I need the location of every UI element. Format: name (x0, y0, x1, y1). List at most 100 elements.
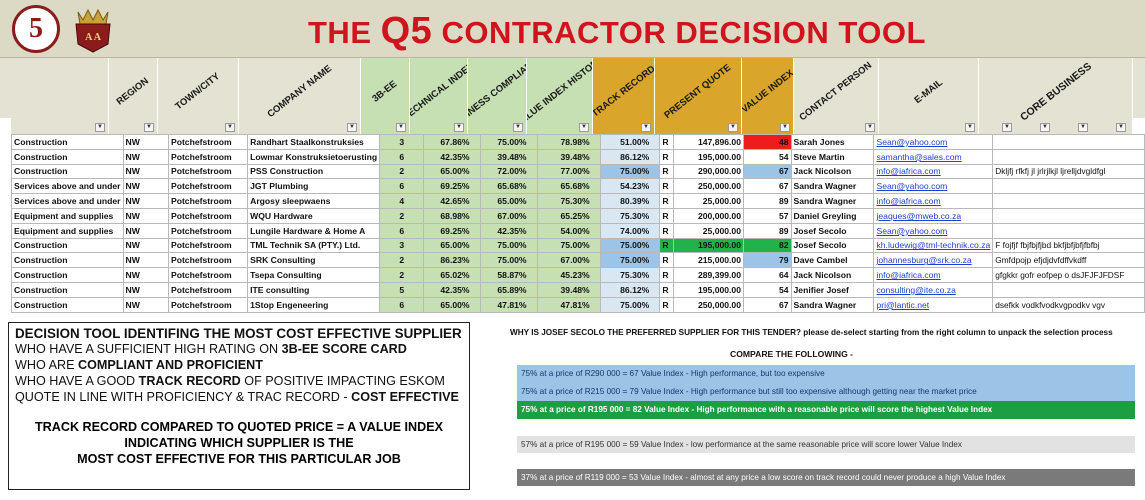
filter-active-icon[interactable]: ▼ (225, 123, 235, 132)
cell-company[interactable]: WQU Hardware (247, 207, 381, 224)
cell-biz[interactable]: 75.00% (479, 237, 538, 254)
cell-biz[interactable]: 39.48% (479, 148, 538, 165)
cell-track[interactable]: 80.39% (599, 193, 661, 209)
cell-email[interactable]: johannesburg@srk.co.za (873, 252, 994, 269)
cell-quote[interactable]: 200,000.00 (672, 207, 744, 224)
cell-bee[interactable]: 2 (379, 207, 425, 224)
cell-region[interactable]: NW (122, 134, 169, 150)
cell-vi[interactable]: 89 (742, 193, 792, 209)
cell-town[interactable]: Potchefstroom (167, 134, 249, 150)
cell-biz[interactable]: 75.00% (479, 252, 538, 269)
cell-bee[interactable]: 4 (379, 193, 425, 209)
cell-category[interactable]: Construction (11, 237, 124, 254)
cell-vi[interactable]: 67 (742, 163, 792, 180)
cell-tech[interactable]: 67.86% (423, 134, 481, 150)
cell-track[interactable]: 51.00% (599, 134, 661, 150)
cell-bee[interactable]: 6 (379, 148, 425, 165)
cell-biz[interactable]: 75.00% (479, 134, 538, 150)
cell-core[interactable] (992, 148, 1145, 165)
cell-email[interactable]: jeaques@mweb.co.za (873, 207, 994, 224)
cell-tech[interactable]: 65.00% (423, 237, 481, 254)
cell-quote[interactable]: 25,000.00 (672, 193, 744, 209)
cell-company[interactable]: Lungile Hardware & Home A (247, 222, 381, 239)
cell-contact[interactable]: Sarah Jones (790, 134, 875, 150)
cell-company[interactable]: Tsepa Consulting (247, 267, 381, 283)
cell-track[interactable]: 86.12% (599, 281, 661, 298)
cell-category[interactable]: Equipment and supplies (11, 222, 124, 239)
cell-category[interactable]: Construction (11, 134, 124, 150)
cell-category[interactable]: Construction (11, 281, 124, 298)
cell-category[interactable]: Construction (11, 267, 124, 283)
cell-contact[interactable]: Josef Secolo (790, 237, 875, 254)
cell-quote[interactable]: 195,000.00 (672, 148, 744, 165)
cell-tech[interactable]: 86.23% (423, 252, 481, 269)
cell-contact[interactable]: Sandra Wagner (790, 296, 875, 313)
cell-track[interactable]: 86.12% (599, 148, 661, 165)
cell-category[interactable]: Construction (11, 252, 124, 269)
cell-company[interactable]: ITE consulting (247, 281, 381, 298)
cell-company[interactable]: PSS Construction (247, 163, 381, 180)
cell-vih[interactable]: 65.68% (536, 178, 601, 195)
cell-vih[interactable]: 75.30% (536, 193, 601, 209)
cell-biz[interactable]: 58.87% (479, 267, 538, 283)
cell-email[interactable]: kh.ludewig@tml-technik.co.za (873, 237, 994, 254)
cell-bee[interactable]: 5 (379, 281, 425, 298)
cell-biz[interactable]: 72.00% (479, 163, 538, 180)
cell-town[interactable]: Potchefstroom (167, 207, 249, 224)
cell-company[interactable]: 1Stop Engeneering (247, 296, 381, 313)
cell-track[interactable]: 75.30% (599, 267, 661, 283)
cell-category[interactable]: Equipment and supplies (11, 207, 124, 224)
cell-town[interactable]: Potchefstroom (167, 163, 249, 180)
cell-contact[interactable]: Jenifier Josef (790, 281, 875, 298)
cell-track[interactable]: 54.23% (599, 178, 661, 195)
cell-cur[interactable]: R (659, 148, 674, 165)
cell-core[interactable] (992, 222, 1145, 239)
cell-region[interactable]: NW (122, 222, 169, 239)
cell-region[interactable]: NW (122, 296, 169, 313)
cell-core[interactable] (992, 178, 1145, 195)
cell-quote[interactable]: 250,000.00 (672, 296, 744, 313)
filter-dropdown-icon[interactable]: ▼ (1078, 123, 1088, 132)
cell-quote[interactable]: 195,000.00 (672, 281, 744, 298)
cell-biz[interactable]: 42.35% (479, 222, 538, 239)
cell-vi[interactable]: 54 (742, 281, 792, 298)
cell-biz[interactable]: 67.00% (479, 207, 538, 224)
cell-quote[interactable]: 25,000.00 (672, 222, 744, 239)
cell-town[interactable]: Potchefstroom (167, 267, 249, 283)
cell-cur[interactable]: R (659, 178, 674, 195)
cell-vih[interactable]: 75.00% (536, 237, 601, 254)
cell-core[interactable] (992, 193, 1145, 209)
cell-cur[interactable]: R (659, 193, 674, 209)
cell-email[interactable]: info@iafrica.com (873, 267, 994, 283)
cell-contact[interactable]: Jack Nicolson (790, 267, 875, 283)
cell-town[interactable]: Potchefstroom (167, 178, 249, 195)
cell-contact[interactable]: Jack Nicolson (790, 163, 875, 180)
cell-email[interactable]: consulting@ite.co.za (873, 281, 994, 298)
cell-tech[interactable]: 69.25% (423, 178, 481, 195)
cell-tech[interactable]: 65.00% (423, 296, 481, 313)
cell-category[interactable]: Construction (11, 296, 124, 313)
cell-company[interactable]: Randhart Staalkonstruksies (247, 134, 381, 150)
cell-vi[interactable]: 67 (742, 178, 792, 195)
cell-vi[interactable]: 79 (742, 252, 792, 269)
cell-town[interactable]: Potchefstroom (167, 222, 249, 239)
cell-tech[interactable]: 65.00% (423, 163, 481, 180)
filter-dropdown-icon[interactable]: ▼ (965, 123, 975, 132)
cell-bee[interactable]: 2 (379, 252, 425, 269)
cell-tech[interactable]: 42.35% (423, 281, 481, 298)
filter-dropdown-icon[interactable]: ▼ (454, 123, 464, 132)
cell-company[interactable]: Lowmar Konstruksietoerusting (247, 148, 381, 165)
filter-dropdown-icon[interactable]: ▼ (865, 123, 875, 132)
cell-tech[interactable]: 65.02% (423, 267, 481, 283)
cell-vi[interactable]: 48 (742, 134, 792, 150)
cell-core[interactable] (992, 134, 1145, 150)
cell-tech[interactable]: 69.25% (423, 222, 481, 239)
cell-town[interactable]: Potchefstroom (167, 148, 249, 165)
cell-cur[interactable]: R (659, 281, 674, 298)
cell-cur[interactable]: R (659, 134, 674, 150)
cell-biz[interactable]: 65.68% (479, 178, 538, 195)
cell-bee[interactable]: 6 (379, 178, 425, 195)
cell-core[interactable]: F fojfjf fbjfbjfjbd bkfjbfjbfjfbfbj (992, 237, 1145, 254)
cell-contact[interactable]: Dave Cambel (790, 252, 875, 269)
cell-region[interactable]: NW (122, 267, 169, 283)
